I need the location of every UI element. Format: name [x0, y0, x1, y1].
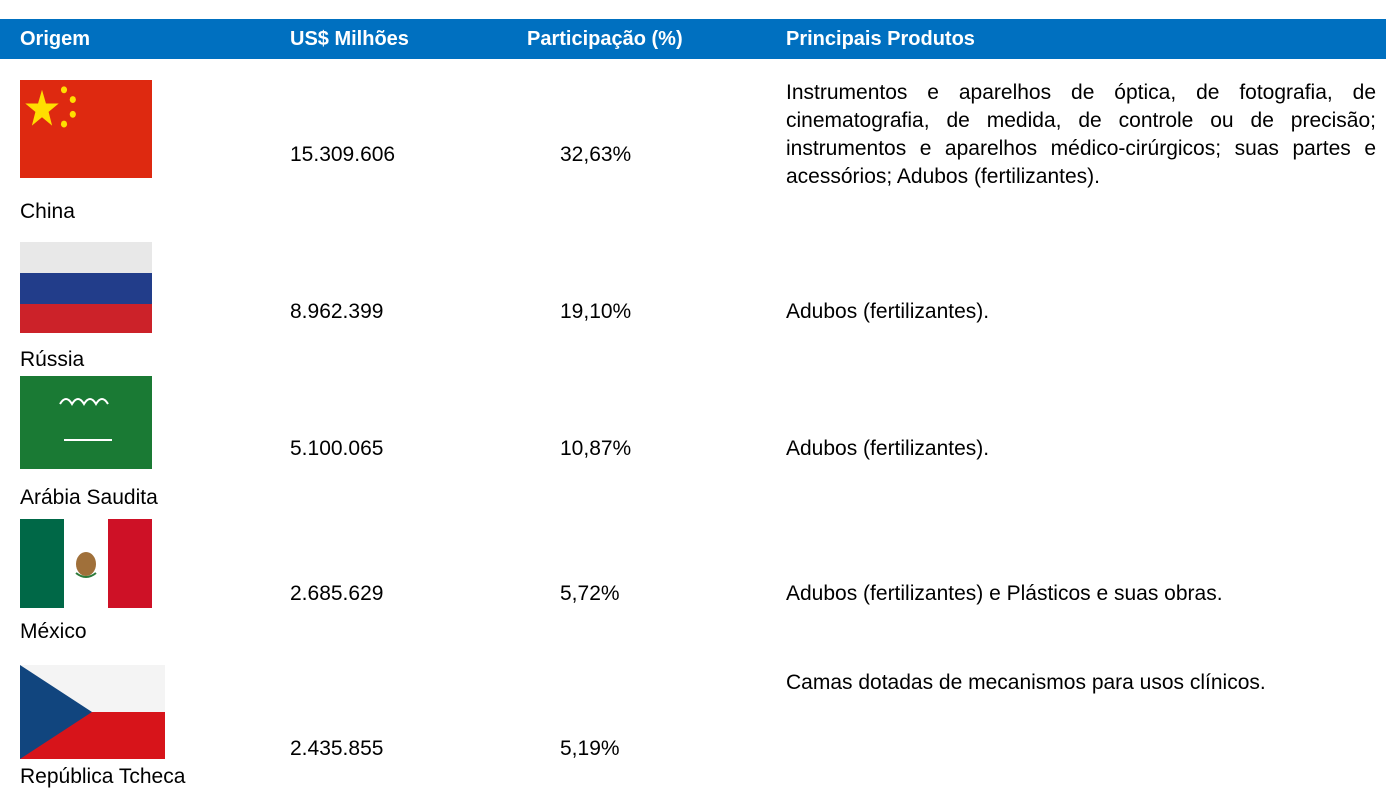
column-header: Participação (%)	[527, 28, 683, 50]
country: Rússia	[20, 348, 85, 371]
column-header: US$ Milhões	[290, 28, 409, 50]
share: 32,63%	[560, 143, 632, 166]
products: Adubos (fertilizantes).	[786, 300, 990, 323]
value: 5.100.065	[290, 437, 384, 460]
country: China	[20, 200, 75, 223]
flag-saudi-arabia	[20, 376, 152, 469]
flag-russia	[20, 242, 152, 333]
products: Camas dotadas de mecanismos para usos cl…	[786, 671, 1266, 694]
share: 10,87%	[560, 437, 632, 460]
column-header: Principais Produtos	[786, 28, 975, 50]
value: 8.962.399	[290, 300, 384, 323]
value: 2.685.629	[290, 582, 384, 605]
value: 2.435.855	[290, 737, 384, 760]
flag-czech-republic	[20, 665, 165, 759]
country: Arábia Saudita	[20, 486, 158, 509]
value: 15.309.606	[290, 143, 396, 166]
flag-mexico	[20, 519, 152, 608]
country: República Tcheca	[20, 765, 186, 788]
country: México	[20, 620, 87, 643]
share: 5,19%	[560, 737, 620, 760]
products: Instrumentos e aparelhos de óptica, de f…	[786, 81, 1376, 188]
flag-china	[20, 80, 152, 178]
table-header: Origem US$ Milhões Participação (%) Prin…	[0, 19, 1386, 59]
products: Adubos (fertilizantes).	[786, 437, 990, 460]
share: 19,10%	[560, 300, 632, 323]
column-header: Origem	[20, 28, 91, 50]
share: 5,72%	[560, 582, 620, 605]
products: Adubos (fertilizantes) e Plásticos e sua…	[786, 582, 1223, 605]
